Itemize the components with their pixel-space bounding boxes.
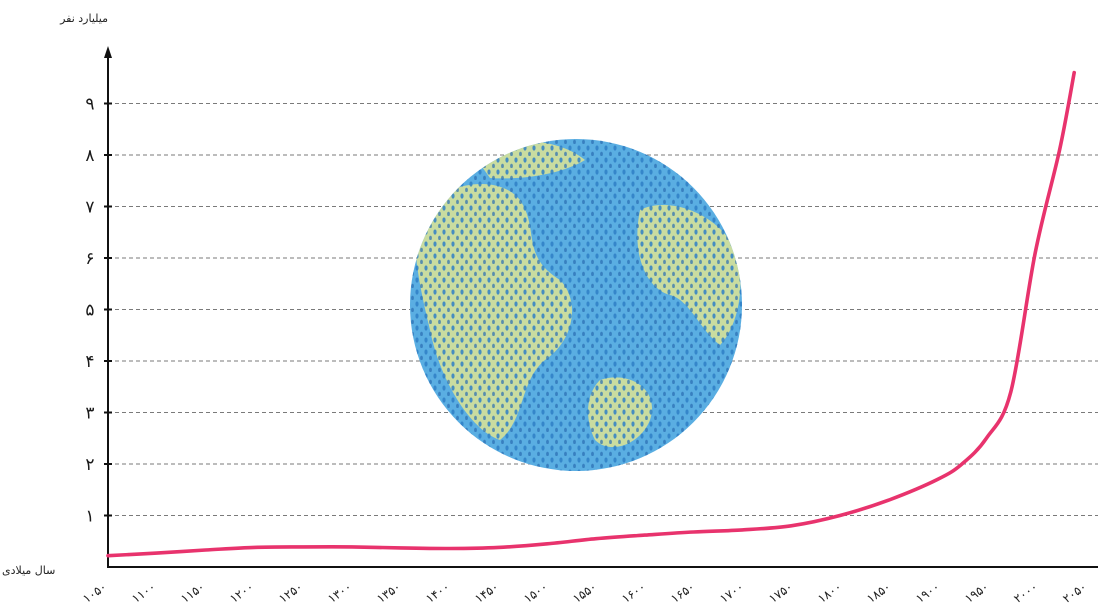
y-tick-label: ۷ (85, 198, 94, 218)
x-tick-label: ۱۱۰۰ (129, 580, 158, 606)
x-tick-label: ۱۷۰۰ (717, 580, 746, 606)
x-tick-labels: ۱۰۵۰ ۱۱۰۰ ۱۱۵۰ ۱۲۰۰ ۱۲۵۰ ۱۳۰۰ ۱۳۵۰ ۱۴۰۰ ۱۴۵۰ ۱۵۰۰… (80, 580, 1089, 606)
x-tick-label: ۱۲۰۰ (227, 580, 256, 606)
x-tick-label: ۱۳۵۰ (374, 580, 403, 606)
y-axis-arrow (104, 46, 112, 58)
x-tick-label: ۱۸۵۰ (864, 580, 893, 606)
y-tick-labels: ۱ ۲ ۳ ۴ ۵ ۶ ۷ ۸ ۹ (85, 95, 112, 527)
x-tick-label: ۱۲۵۰ (276, 580, 305, 606)
x-tick-label: ۱۴۵۰ (472, 580, 501, 606)
globe-icon (410, 139, 742, 471)
x-tick-label: ۱۸۰۰ (815, 580, 844, 606)
x-tick-label: ۱۶۵۰ (668, 580, 697, 606)
y-tick-label: ۵ (85, 301, 94, 321)
x-tick-label: ۱۹۰۰ (913, 580, 942, 606)
x-tick-label: ۱۶۰۰ (619, 580, 648, 606)
x-tick-label: ۱۰۵۰ (80, 580, 109, 606)
y-tick-label: ۶ (85, 249, 94, 269)
x-tick-label: ۱۹۵۰ (962, 580, 991, 606)
grid-lines (108, 102, 1098, 517)
y-axis-title: میلیارد نفر (59, 12, 108, 25)
y-tick-label: ۲ (85, 455, 94, 475)
x-tick-label: ۱۵۰۰ (521, 580, 550, 606)
y-tick-label: ۱ (85, 507, 94, 527)
x-tick-label: ۱۵۵۰ (570, 580, 599, 606)
y-tick-label: ۹ (85, 95, 94, 115)
x-axis-title: سال میلادی (2, 564, 55, 577)
population-series-line (106, 70, 1076, 558)
x-tick-label: ۲۰۵۰ (1060, 580, 1089, 606)
x-tick-label: ۱۴۰۰ (423, 580, 452, 606)
x-tick-label: ۱۳۰۰ (325, 580, 354, 606)
x-tick-label: ۱۱۵۰ (178, 580, 207, 606)
y-tick-label: ۴ (85, 352, 94, 372)
y-tick-label: ۳ (85, 404, 94, 424)
x-tick-label: ۲۰۰۰ (1011, 580, 1040, 606)
y-tick-label: ۸ (85, 146, 94, 166)
x-tick-label: ۱۷۵۰ (766, 580, 795, 606)
